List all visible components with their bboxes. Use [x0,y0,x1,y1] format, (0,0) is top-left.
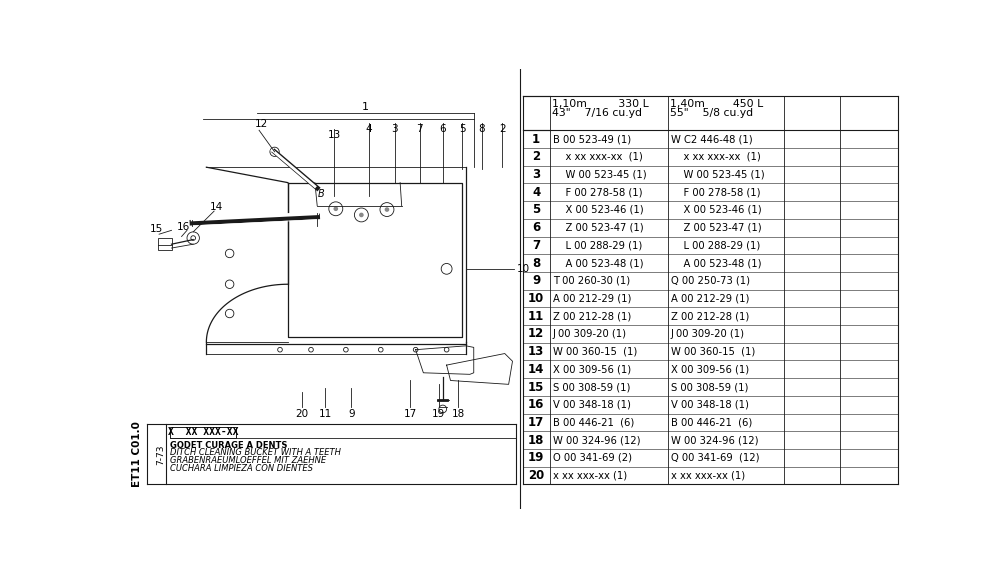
Text: 4: 4 [366,124,372,134]
Text: 55"    5/8 cu.yd: 55" 5/8 cu.yd [670,108,753,118]
Text: 10: 10 [528,292,544,305]
Text: 15: 15 [528,380,544,394]
Text: 1,40m        450 L: 1,40m 450 L [670,98,763,109]
Text: 17: 17 [404,408,417,419]
Circle shape [333,206,338,211]
Text: 5: 5 [459,124,465,134]
Text: 11: 11 [528,309,544,323]
Text: DITCH CLEANING BUCKET WITH A TEETH: DITCH CLEANING BUCKET WITH A TEETH [170,448,341,457]
Text: S 00 308-59 (1): S 00 308-59 (1) [553,382,630,392]
Text: 1,10m         330 L: 1,10m 330 L [552,98,649,109]
Text: 18: 18 [528,434,544,447]
Text: L 00 288-29 (1): L 00 288-29 (1) [671,240,760,251]
Text: 1: 1 [362,102,369,112]
Text: Z 00 212-28 (1): Z 00 212-28 (1) [553,311,631,321]
Text: 19: 19 [432,408,446,419]
Text: 43"    7/16 cu.yd: 43" 7/16 cu.yd [552,108,642,118]
Text: 4: 4 [532,186,540,198]
Text: W 00 324-96 (12): W 00 324-96 (12) [671,435,758,445]
Text: A 00 212-29 (1): A 00 212-29 (1) [553,293,631,304]
Text: T 00 260-30 (1): T 00 260-30 (1) [553,276,630,286]
Circle shape [359,213,364,217]
Text: 12: 12 [255,119,268,129]
Text: x xx xxx-xx (1): x xx xxx-xx (1) [553,471,627,480]
Text: X 00 309-56 (1): X 00 309-56 (1) [671,364,749,374]
Text: CUCHARA LIMPIEZA CON DIENTES: CUCHARA LIMPIEZA CON DIENTES [170,464,313,472]
Text: 18: 18 [452,408,465,419]
Text: 10: 10 [517,264,530,274]
Text: 7: 7 [416,124,423,134]
Text: 20: 20 [528,469,544,482]
Text: J 00 309-20 (1): J 00 309-20 (1) [671,329,745,339]
Text: 9: 9 [532,275,540,287]
Bar [158,238,172,249]
Text: X 00 523-46 (1): X 00 523-46 (1) [671,205,761,215]
Text: X  XX XXX-XX: X XX XXX-XX [168,427,238,438]
Text: W 00 523-45 (1): W 00 523-45 (1) [553,169,646,180]
Text: Z 00 523-47 (1): Z 00 523-47 (1) [671,223,761,233]
Text: 7-73: 7-73 [156,444,165,464]
Bar [170,427,236,438]
Text: 6: 6 [439,124,446,134]
Text: V 00 348-18 (1): V 00 348-18 (1) [671,400,748,410]
Text: Z 00 212-28 (1): Z 00 212-28 (1) [671,311,749,321]
Text: A 00 212-29 (1): A 00 212-29 (1) [671,293,749,304]
Text: 19: 19 [528,451,544,464]
Text: F 00 278-58 (1): F 00 278-58 (1) [671,187,760,197]
Text: 1: 1 [532,133,540,146]
Text: Q 00 341-69  (12): Q 00 341-69 (12) [671,453,759,463]
Text: 11: 11 [318,408,332,419]
Text: A 00 523-48 (1): A 00 523-48 (1) [553,258,643,268]
Text: 14: 14 [210,202,223,212]
Text: W C2 446-48 (1): W C2 446-48 (1) [671,134,752,144]
Text: ET11 C01.0: ET11 C01.0 [132,422,142,487]
Text: Z 00 523-47 (1): Z 00 523-47 (1) [553,223,643,233]
Text: V 00 348-18 (1): V 00 348-18 (1) [553,400,631,410]
Text: J 00 309-20 (1): J 00 309-20 (1) [553,329,627,339]
Text: 6: 6 [532,221,540,234]
Text: 17: 17 [528,416,544,429]
Text: 15: 15 [149,224,163,234]
Text: 16: 16 [528,398,544,411]
Text: 5: 5 [532,204,540,216]
Text: B: B [318,189,324,199]
Text: x xx xxx-xx  (1): x xx xxx-xx (1) [671,152,760,162]
Text: S 00 308-59 (1): S 00 308-59 (1) [671,382,748,392]
Text: x xx xxx-xx  (1): x xx xxx-xx (1) [553,152,643,162]
Text: 9: 9 [348,408,355,419]
Text: 8: 8 [532,257,540,269]
Text: W 00 360-15  (1): W 00 360-15 (1) [553,347,637,356]
Text: W 00 324-96 (12): W 00 324-96 (12) [553,435,640,445]
Text: 13: 13 [328,130,341,140]
Text: 12: 12 [528,327,544,340]
Text: 3: 3 [391,124,398,134]
Text: 20: 20 [295,408,308,419]
Text: 7: 7 [532,239,540,252]
Text: X 00 523-46 (1): X 00 523-46 (1) [553,205,643,215]
Text: 8: 8 [478,124,485,134]
Text: GODET CURAGE A DENTS: GODET CURAGE A DENTS [170,440,287,450]
Circle shape [385,207,389,212]
Text: B 00 446-21  (6): B 00 446-21 (6) [553,418,634,427]
Text: B 00 446-21  (6): B 00 446-21 (6) [671,418,752,427]
Text: B 00 523-49 (1): B 00 523-49 (1) [553,134,631,144]
Text: W 00 523-45 (1): W 00 523-45 (1) [671,169,764,180]
Text: W 00 360-15  (1): W 00 360-15 (1) [671,347,755,356]
Text: 2: 2 [499,124,506,134]
Text: 3: 3 [532,168,540,181]
Text: Q 00 250-73 (1): Q 00 250-73 (1) [671,276,750,286]
Text: GRABENRAEUMLOEFFEL MIT ZAEHNE: GRABENRAEUMLOEFFEL MIT ZAEHNE [170,456,326,465]
Text: L 00 288-29 (1): L 00 288-29 (1) [553,240,642,251]
Text: 16: 16 [176,223,190,232]
Text: x xx xxx-xx (1): x xx xxx-xx (1) [671,471,745,480]
Text: F 00 278-58 (1): F 00 278-58 (1) [553,187,642,197]
Text: O 00 341-69 (2): O 00 341-69 (2) [553,453,632,463]
Text: 14: 14 [528,363,544,376]
Text: X 00 309-56 (1): X 00 309-56 (1) [553,364,631,374]
Text: 13: 13 [528,345,544,358]
Text: 2: 2 [532,150,540,163]
Text: A 00 523-48 (1): A 00 523-48 (1) [671,258,761,268]
